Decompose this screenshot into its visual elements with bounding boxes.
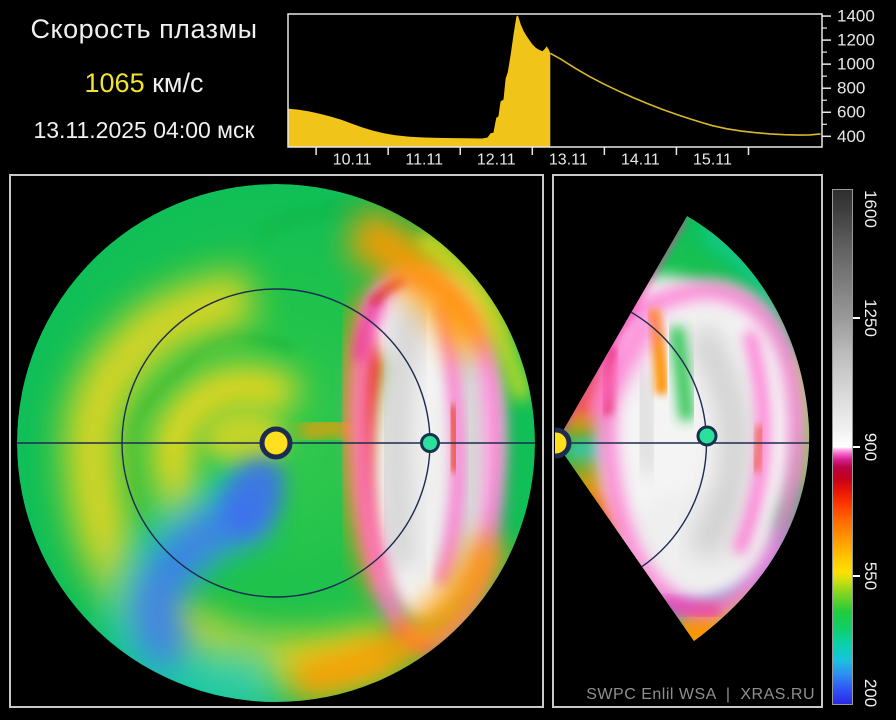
y-tick-label: 1200 [837, 31, 875, 50]
x-tick-label: 10.11 [333, 152, 372, 169]
colorbar-label: 900 [861, 432, 880, 462]
colorbar-label: 1250 [861, 299, 880, 337]
plasma-speed-readout: 1065 км/с [0, 68, 288, 99]
sun-marker-meridional [555, 427, 572, 459]
colorbar-tick [853, 575, 860, 577]
speed-colorbar: 1600 1250 900 550 200 [826, 185, 896, 715]
ecliptic-plot-frame [9, 174, 544, 708]
colorbar-gradient [832, 189, 853, 705]
sun-marker [259, 426, 293, 460]
x-tick-label: 13.11 [549, 152, 588, 169]
x-tick-label: 14.11 [621, 152, 660, 169]
earth-marker [420, 433, 440, 453]
page-title: Скорость плазмы [30, 14, 258, 44]
forecast-speed-line [549, 52, 821, 136]
chart-background [288, 14, 822, 147]
y-tick-label: 1000 [837, 55, 875, 74]
timestamp: 13.11.2025 04:00 мск [33, 117, 255, 143]
meridional-plot-frame [552, 174, 823, 708]
x-tick-label: 12.11 [477, 152, 516, 169]
colorbar-label: 550 [861, 561, 880, 591]
y-tick-label: 800 [837, 79, 865, 98]
ecliptic-plot [9, 174, 544, 708]
ecliptic-solar-wind-map [17, 184, 535, 702]
measured-speed-area [288, 15, 551, 148]
speed-chart: 10.11 11.11 12.11 13.11 14.11 15.11 400 600 800 1… [287, 7, 875, 169]
x-tick-label: 15.11 [693, 152, 732, 169]
x-tick-label: 11.11 [405, 152, 443, 169]
colorbar-tick [853, 317, 860, 319]
y-tick-label: 400 [837, 127, 865, 146]
y-tick-label: 600 [837, 103, 865, 122]
y-tick-label: 1400 [837, 7, 875, 26]
chart-border [287, 13, 823, 148]
colorbar-label: 200 [861, 678, 880, 708]
watermark: SWPC Enlil WSA | XRAS.RU [586, 686, 815, 703]
plasma-speed-value: 1065 [84, 68, 145, 98]
earth-marker-meridional [696, 425, 718, 447]
colorbar-label: 1600 [861, 190, 880, 228]
meridional-plot [555, 177, 820, 705]
colorbar-tick [853, 446, 860, 448]
plasma-speed-units: км/с [144, 68, 204, 98]
